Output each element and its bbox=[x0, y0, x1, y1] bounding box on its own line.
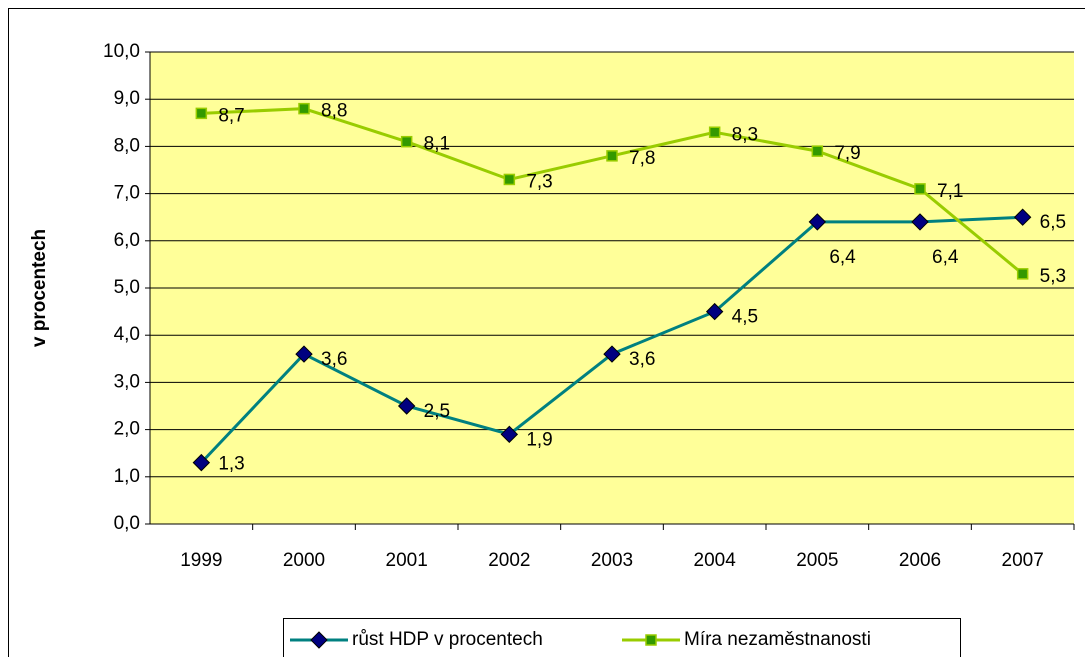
marker bbox=[295, 345, 313, 363]
legend-label: Míra nezaměstnanosti bbox=[684, 629, 871, 650]
marker bbox=[606, 150, 618, 162]
data-label: 5,3 bbox=[1040, 266, 1066, 287]
data-label: 7,8 bbox=[629, 148, 655, 169]
x-tick-label: 2006 bbox=[899, 550, 941, 571]
marker bbox=[500, 425, 519, 444]
y-tick-label: 7,0 bbox=[114, 183, 140, 204]
x-tick-label: 2004 bbox=[694, 550, 737, 571]
x-tick-label: 2005 bbox=[796, 550, 838, 571]
marker bbox=[310, 631, 328, 649]
y-tick-label: 10,0 bbox=[103, 41, 140, 62]
marker bbox=[503, 173, 516, 186]
y-tick-label: 9,0 bbox=[114, 88, 140, 109]
marker bbox=[400, 135, 413, 148]
x-tick-label: 2007 bbox=[1002, 550, 1044, 571]
x-tick-label: 2001 bbox=[386, 550, 428, 571]
marker bbox=[192, 453, 211, 472]
data-label: 6,4 bbox=[932, 247, 959, 268]
marker bbox=[1013, 208, 1032, 226]
y-tick-label: 8,0 bbox=[114, 135, 140, 156]
data-label: 8,8 bbox=[321, 101, 347, 122]
marker bbox=[603, 345, 621, 363]
y-axis-label: v procentech bbox=[29, 229, 50, 347]
marker bbox=[397, 397, 416, 415]
data-label: 6,4 bbox=[829, 247, 856, 268]
data-label: 8,7 bbox=[218, 105, 244, 126]
data-label: 2,5 bbox=[424, 401, 450, 422]
data-label: 8,1 bbox=[424, 134, 450, 155]
legend-label: růst HDP v procentech bbox=[352, 629, 543, 650]
marker bbox=[811, 145, 824, 157]
y-tick-label: 6,0 bbox=[114, 230, 140, 251]
data-label: 7,9 bbox=[834, 143, 860, 164]
marker bbox=[298, 102, 310, 115]
data-label: 4,5 bbox=[732, 307, 758, 328]
marker bbox=[808, 213, 827, 231]
x-tick-label: 1999 bbox=[180, 550, 222, 571]
data-label: 1,9 bbox=[526, 429, 552, 450]
y-tick-label: 1,0 bbox=[114, 466, 140, 487]
marker bbox=[708, 126, 721, 138]
data-label: 6,5 bbox=[1040, 212, 1066, 233]
x-tick-label: 2003 bbox=[591, 550, 633, 571]
legend-box bbox=[283, 618, 961, 657]
marker bbox=[1016, 268, 1029, 280]
marker bbox=[911, 213, 929, 231]
y-tick-label: 5,0 bbox=[114, 277, 140, 298]
data-label: 7,1 bbox=[937, 181, 963, 202]
x-tick-label: 2002 bbox=[488, 550, 530, 571]
data-label: 3,6 bbox=[321, 349, 347, 370]
y-tick-label: 3,0 bbox=[114, 371, 140, 392]
data-label: 8,3 bbox=[732, 124, 758, 145]
marker bbox=[705, 302, 724, 321]
y-tick-label: 4,0 bbox=[114, 324, 140, 345]
data-label: 7,3 bbox=[526, 171, 552, 192]
data-label: 3,6 bbox=[629, 349, 655, 370]
data-label: 1,3 bbox=[218, 454, 244, 475]
marker bbox=[645, 634, 657, 646]
marker bbox=[195, 107, 208, 120]
x-tick-label: 2000 bbox=[283, 550, 325, 571]
marker bbox=[914, 183, 926, 195]
y-tick-label: 2,0 bbox=[114, 419, 140, 440]
y-tick-label: 0,0 bbox=[114, 513, 140, 534]
